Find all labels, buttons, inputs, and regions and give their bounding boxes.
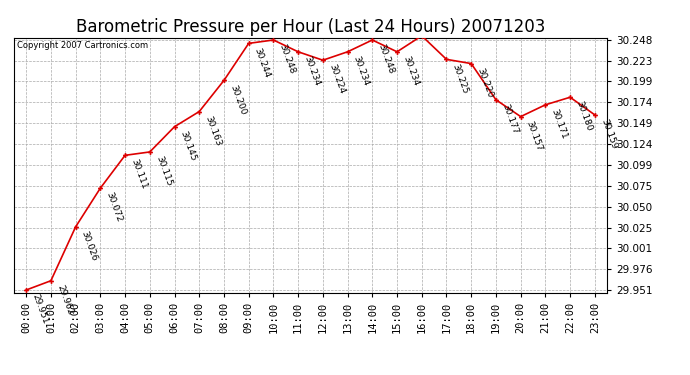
Text: 30.234: 30.234 <box>302 54 322 87</box>
Text: 29.951: 29.951 <box>30 293 50 326</box>
Text: 30.159: 30.159 <box>599 118 618 150</box>
Text: Copyright 2007 Cartronics.com: Copyright 2007 Cartronics.com <box>17 41 148 50</box>
Text: 30.163: 30.163 <box>204 114 223 147</box>
Text: 30.248: 30.248 <box>377 43 395 75</box>
Text: 30.234: 30.234 <box>352 54 371 87</box>
Text: 30.115: 30.115 <box>154 155 173 188</box>
Text: 30.157: 30.157 <box>525 119 544 152</box>
Text: 30.072: 30.072 <box>104 191 124 224</box>
Text: 30.145: 30.145 <box>179 129 198 162</box>
Text: 29.962: 29.962 <box>55 284 75 316</box>
Text: 30.253: 30.253 <box>0 374 1 375</box>
Text: 30.224: 30.224 <box>327 63 346 95</box>
Text: 30.200: 30.200 <box>228 83 247 116</box>
Title: Barometric Pressure per Hour (Last 24 Hours) 20071203: Barometric Pressure per Hour (Last 24 Ho… <box>76 18 545 36</box>
Text: 30.234: 30.234 <box>401 54 420 87</box>
Text: 30.171: 30.171 <box>549 108 569 140</box>
Text: 30.244: 30.244 <box>253 46 272 79</box>
Text: 30.220: 30.220 <box>475 66 495 99</box>
Text: 30.180: 30.180 <box>574 100 593 133</box>
Text: 30.225: 30.225 <box>451 62 470 95</box>
Text: 30.026: 30.026 <box>80 230 99 262</box>
Text: 30.177: 30.177 <box>500 102 520 135</box>
Text: 30.111: 30.111 <box>129 158 148 191</box>
Text: 30.248: 30.248 <box>277 43 297 75</box>
